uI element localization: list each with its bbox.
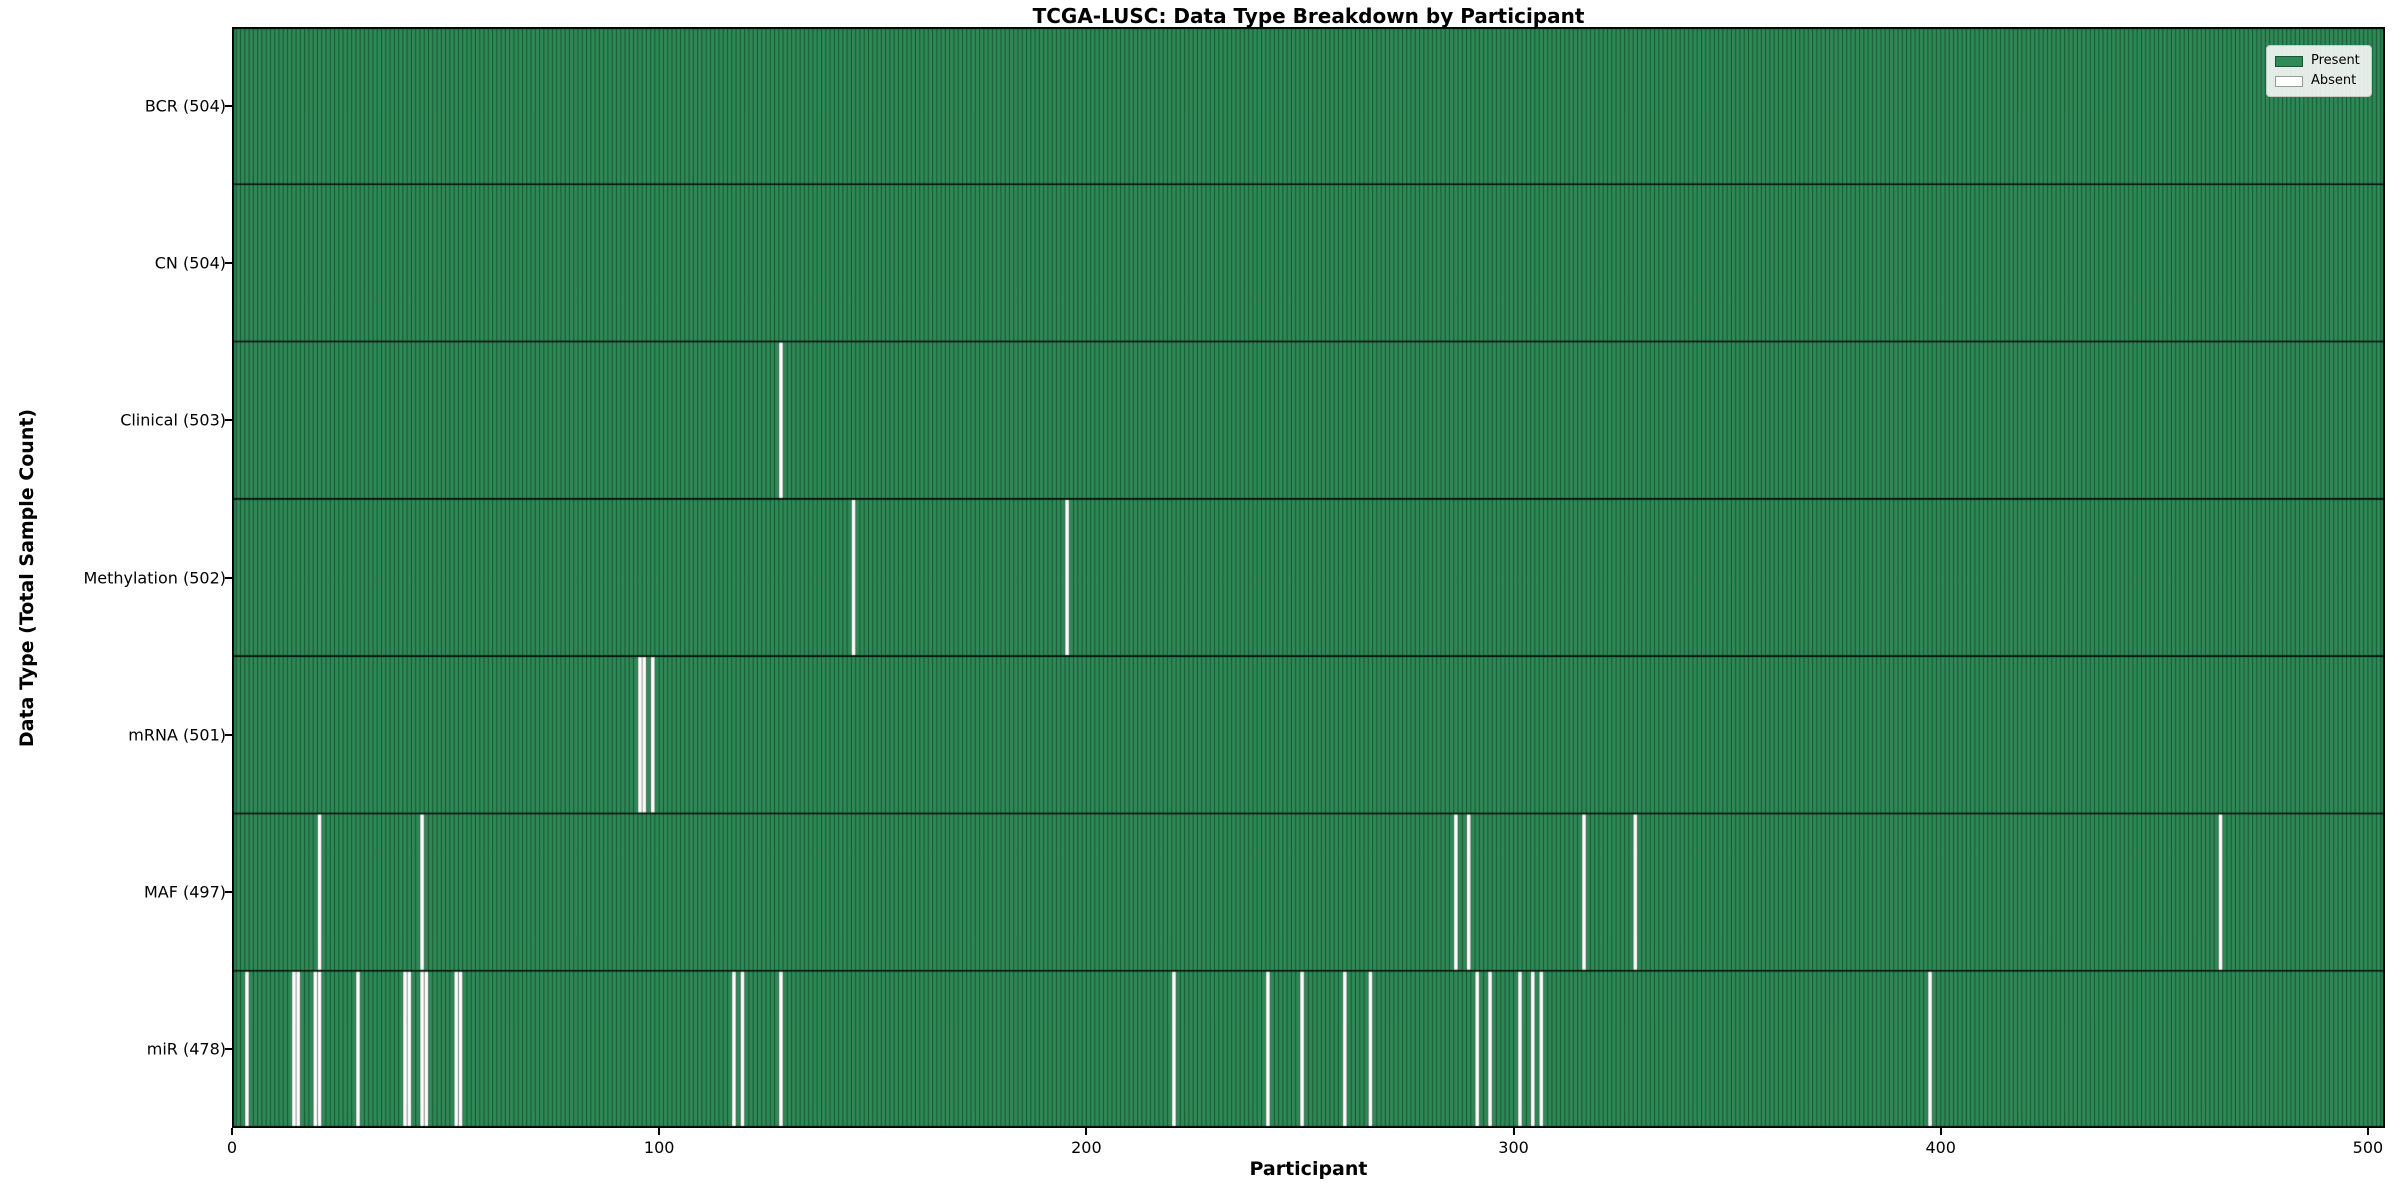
x-tick-label: 500 [2352,1138,2384,1157]
x-tick-mark [231,1128,233,1135]
y-tick-label: mRNA (501) [128,725,226,745]
present-swatch-icon [2275,55,2303,67]
x-tick-mark [2366,1128,2369,1135]
chart-title: TCGA-LUSC: Data Type Breakdown by Partic… [1032,4,1585,28]
x-tick-label: 400 [1925,1138,1956,1157]
x-tick-mark [1939,1128,1942,1135]
y-tick-mark [225,733,232,736]
y-tick-mark [225,1048,232,1051]
y-tick-mark [225,419,232,422]
y-tick-label: Clinical (503) [120,410,226,430]
x-tick-mark [1085,1128,1088,1135]
absent-swatch-icon [2275,75,2303,87]
legend-label-present: Present [2311,53,2360,68]
legend-label-absent: Absent [2311,73,2357,88]
y-tick-mark [225,891,232,894]
heatmap-plot-area [232,27,2385,1128]
y-tick-label: miR (478) [146,1039,226,1059]
legend: Present Absent [2266,45,2372,97]
y-tick-mark [225,261,232,264]
y-tick-mark [225,576,232,579]
legend-item-absent: Absent [2275,71,2363,91]
y-tick-label: Methylation (502) [83,568,226,587]
y-tick-label: BCR (504) [144,96,226,116]
x-tick-mark [1512,1128,1515,1135]
x-tick-label: 0 [226,1138,238,1157]
x-axis-title: Participant [1249,1158,1368,1180]
x-tick-label: 300 [1498,1138,1529,1157]
legend-item-present: Present [2275,51,2363,71]
x-tick-mark [658,1128,661,1135]
x-tick-label: 200 [1071,1138,1102,1157]
y-tick-mark [225,104,232,107]
y-tick-label: MAF (497) [143,882,226,902]
x-tick-label: 100 [643,1138,675,1157]
y-axis-title: Data Type (Total Sample Count) [16,408,38,748]
y-tick-label: CN (504) [154,253,226,273]
